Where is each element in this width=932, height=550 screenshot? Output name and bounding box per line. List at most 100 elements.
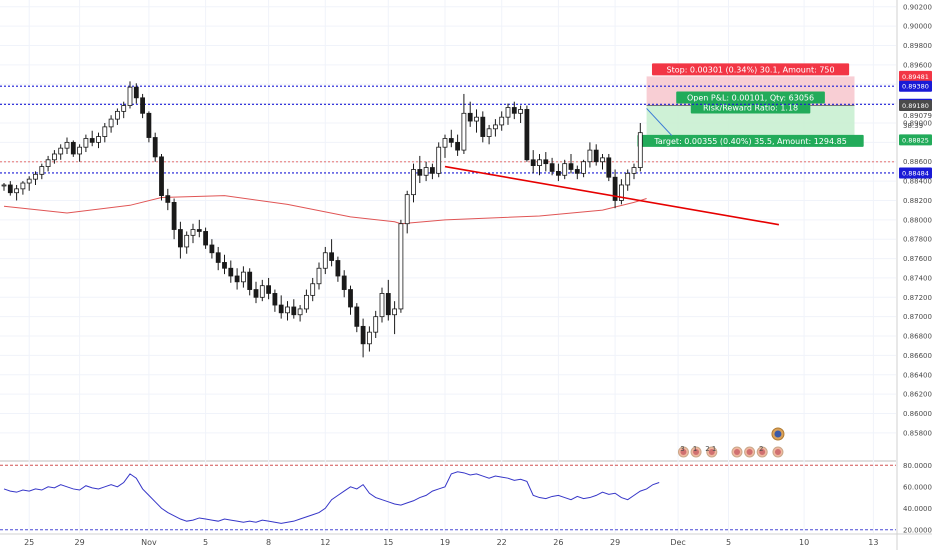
event-count-label: 2 — [759, 445, 763, 453]
candle — [52, 150, 57, 164]
candle — [64, 137, 70, 154]
candle — [7, 181, 13, 196]
candle-body-up — [474, 116, 479, 122]
oscillator-pane — [0, 464, 896, 531]
candle — [96, 132, 101, 149]
candle-body-down — [70, 141, 76, 155]
candle — [505, 103, 511, 125]
trend-line[interactable] — [444, 165, 780, 226]
candle-body-up — [486, 128, 492, 137]
price-badge[interactable] — [899, 134, 932, 146]
candle — [1, 183, 7, 191]
time-tick-label: 5 — [726, 538, 731, 547]
candle-body-up — [184, 234, 190, 248]
horizontal-levels[interactable] — [0, 85, 896, 174]
flag-icon — [680, 449, 687, 455]
candle — [499, 111, 505, 131]
time-tick-label: 22 — [497, 538, 507, 547]
candle — [417, 155, 423, 184]
candle-body-down — [354, 306, 360, 327]
oscillator-tick-label: 20.0000 — [903, 526, 932, 534]
candle — [335, 256, 341, 282]
candle-body-up — [190, 229, 196, 236]
candle — [140, 93, 146, 119]
candle — [423, 161, 429, 182]
oscillator-tick-label: 40.0000 — [903, 505, 932, 513]
risk-reward-label: Risk/Reward Ratio: 1.18 — [703, 104, 798, 113]
candle-body-up — [259, 285, 265, 298]
price-tick-label: 0.86600 — [903, 352, 932, 360]
event-count-label: 3 — [680, 445, 684, 453]
candle — [39, 163, 45, 180]
price-badge[interactable] — [899, 80, 932, 92]
time-tick-label: 10 — [799, 538, 809, 547]
price-tick-label: 0.85800 — [903, 429, 932, 437]
price-axis[interactable]: 0.902000.900000.898000.896000.894000.892… — [896, 0, 932, 550]
candle-body-down — [140, 97, 146, 114]
candle — [467, 101, 473, 127]
candle — [285, 301, 290, 321]
target-label-box — [637, 134, 864, 147]
candle-body-up — [600, 157, 605, 163]
candlestick-series — [1, 81, 643, 358]
candle — [70, 140, 76, 157]
candle — [203, 227, 209, 249]
projection-line[interactable] — [646, 108, 673, 136]
candle-body-up — [373, 316, 379, 333]
price-badge[interactable] — [899, 167, 932, 179]
time-axis[interactable]: 25 29 Nov 5 8 12 15 19 22 26 29 Dec 5 10 13 — [0, 533, 932, 547]
position-tool[interactable]: Stop: 0.00301 (0.34%) 30.1, Amount: 750 O… — [637, 63, 864, 147]
candle-body-up — [108, 118, 114, 128]
candle-body-up — [499, 116, 505, 126]
price-tick-label: 0.88000 — [903, 216, 932, 224]
candle-body-down — [234, 275, 240, 283]
candle — [215, 246, 221, 271]
trend-lines[interactable] — [444, 108, 780, 226]
candle-body-down — [593, 149, 599, 163]
candle — [121, 101, 127, 119]
candle — [480, 111, 486, 143]
candle-body-up — [303, 294, 309, 310]
candle-body-down — [455, 141, 461, 151]
price-badge-label: 0.89180 — [902, 102, 929, 110]
oscillator-tick-label: 80.0000 — [903, 462, 932, 470]
candle — [310, 277, 316, 302]
moving-average-layer — [3, 195, 647, 225]
price-axis-note: 0.89079 — [903, 112, 932, 120]
candle — [266, 277, 272, 300]
candle-body-up — [14, 188, 20, 194]
candle-body-down — [568, 163, 574, 170]
price-tick-label: 0.88200 — [903, 197, 932, 205]
price-badge[interactable] — [899, 100, 932, 112]
candle-body-down — [152, 137, 158, 158]
candle — [146, 111, 152, 143]
candle-body-down — [335, 260, 341, 277]
candle-body-up — [1, 184, 7, 187]
event-markers[interactable]: 3 1 2 1 2 — [677, 427, 785, 458]
candle — [385, 279, 391, 321]
candle-body-down — [511, 107, 517, 114]
candle — [373, 310, 379, 338]
candle-body-up — [581, 161, 586, 174]
candle — [83, 134, 89, 153]
candle-body-up — [26, 178, 32, 184]
time-tick-label: 5 — [203, 538, 208, 547]
candle-body-up — [637, 132, 643, 168]
candle — [442, 134, 448, 158]
candle-body-up — [537, 159, 542, 167]
candle — [511, 101, 517, 120]
candle — [593, 144, 599, 166]
candle — [184, 231, 190, 254]
flag-icon — [693, 449, 700, 455]
oscillator-tick-label: 60.0000 — [903, 483, 932, 491]
candle-body-down — [215, 252, 221, 263]
price-tick-label: 0.89000 — [903, 119, 932, 127]
candle — [228, 260, 234, 283]
price-badge[interactable] — [899, 70, 932, 82]
candle-body-up — [562, 163, 568, 176]
candle — [14, 184, 20, 201]
candle-body-down — [429, 167, 435, 174]
candle-body-down — [89, 138, 95, 143]
candle-body-down — [247, 271, 253, 290]
